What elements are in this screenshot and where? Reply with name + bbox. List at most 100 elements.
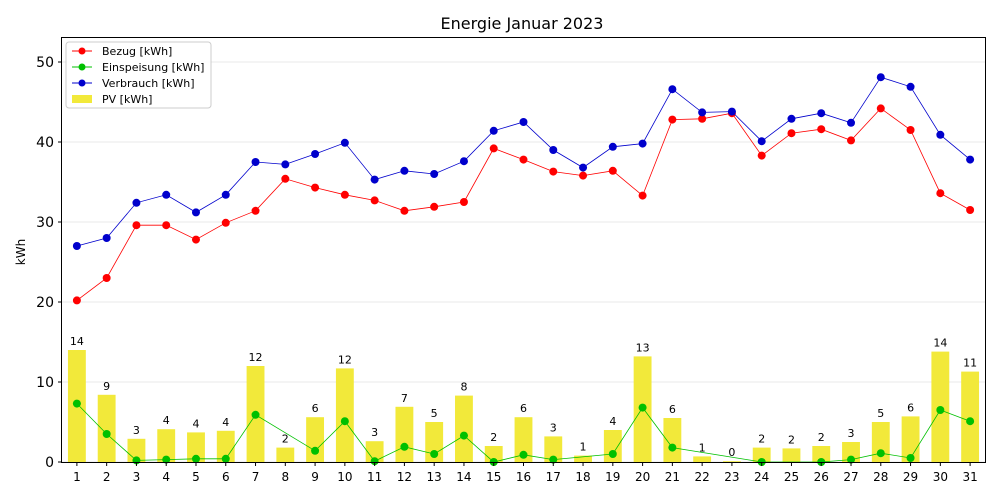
x-tick-label: 11 bbox=[367, 470, 382, 484]
pv-bar-label: 6 bbox=[520, 402, 527, 415]
data-point bbox=[638, 139, 647, 148]
data-point bbox=[519, 155, 528, 164]
data-point bbox=[162, 190, 171, 199]
data-point bbox=[936, 189, 945, 198]
legend-label: PV [kWh] bbox=[102, 93, 152, 106]
data-point bbox=[340, 417, 349, 426]
x-tick-label: 6 bbox=[222, 470, 230, 484]
chart-title: Energie Januar 2023 bbox=[441, 14, 604, 33]
data-point bbox=[340, 190, 349, 199]
data-point bbox=[966, 417, 975, 426]
pv-bar bbox=[871, 422, 890, 462]
data-point bbox=[72, 296, 81, 305]
data-point bbox=[936, 406, 945, 414]
x-tick-label: 3 bbox=[133, 470, 141, 484]
x-axis: 1 2 3 4 5 6 7 8 9 10 11 12 13 14 15 16 17 18 19 20 21 22 23 24 2… bbox=[73, 462, 978, 484]
y-tick-label: 50 bbox=[36, 55, 54, 71]
legend-frame bbox=[65, 41, 212, 109]
legend-marker bbox=[78, 79, 86, 87]
data-point bbox=[668, 85, 677, 94]
x-tick-label: 2 bbox=[103, 470, 111, 484]
data-point bbox=[966, 155, 975, 164]
legend-swatch bbox=[72, 95, 92, 103]
legend-label: Verbrauch [kWh] bbox=[102, 77, 195, 90]
x-tick-label: 10 bbox=[337, 470, 352, 484]
data-point bbox=[162, 221, 171, 230]
data-point bbox=[549, 146, 558, 154]
pv-bar bbox=[812, 446, 831, 462]
x-tick-label: 26 bbox=[814, 470, 829, 484]
pv-bar-label: 11 bbox=[963, 357, 977, 370]
pv-bar-label: 12 bbox=[249, 351, 263, 364]
pv-bar bbox=[425, 422, 444, 462]
pv-bar-label: 1 bbox=[699, 441, 706, 454]
series-line bbox=[76, 403, 971, 463]
data-point bbox=[191, 208, 200, 217]
data-point bbox=[281, 174, 290, 183]
pv-bar bbox=[514, 417, 533, 462]
data-point bbox=[102, 234, 111, 242]
x-tick-label: 28 bbox=[873, 470, 888, 484]
x-tick-label: 13 bbox=[427, 470, 442, 484]
data-point bbox=[757, 151, 766, 160]
x-tick-label: 12 bbox=[397, 470, 412, 484]
pv-bar-label: 4 bbox=[163, 414, 170, 427]
pv-bar-label: 6 bbox=[907, 401, 914, 414]
data-point bbox=[370, 175, 379, 184]
pv-bar-label: 4 bbox=[222, 416, 229, 429]
pv-bar bbox=[395, 406, 414, 462]
x-tick-label: 5 bbox=[192, 470, 200, 484]
data-point bbox=[430, 202, 439, 211]
pv-bar-label: 4 bbox=[192, 417, 199, 430]
x-tick-label: 31 bbox=[962, 470, 977, 484]
pv-bar bbox=[574, 455, 592, 462]
pv-bar bbox=[97, 394, 116, 462]
data-point bbox=[162, 455, 171, 464]
data-point bbox=[608, 166, 617, 175]
y-tick-label: 10 bbox=[36, 375, 54, 391]
y-tick-label: 40 bbox=[36, 135, 54, 151]
x-tick-label: 30 bbox=[933, 470, 948, 484]
data-point bbox=[638, 403, 647, 412]
data-point bbox=[608, 142, 617, 151]
y-tick-label: 30 bbox=[36, 215, 54, 231]
x-tick-label: 25 bbox=[784, 470, 799, 484]
pv-bar-label: 14 bbox=[933, 337, 947, 350]
pv-bar bbox=[306, 417, 325, 462]
x-tick-label: 8 bbox=[281, 470, 289, 484]
data-point bbox=[847, 136, 856, 145]
x-tick-label: 19 bbox=[605, 470, 620, 484]
data-point bbox=[787, 129, 796, 138]
pv-bar bbox=[276, 447, 295, 462]
legend-label: Einspeisung [kWh] bbox=[102, 61, 204, 74]
pv-bar-label: 5 bbox=[877, 407, 884, 420]
pv-bar-label: 13 bbox=[636, 341, 650, 354]
data-point bbox=[311, 446, 320, 455]
pv-bar bbox=[752, 447, 771, 462]
line-series bbox=[72, 73, 975, 466]
data-point bbox=[400, 442, 409, 451]
data-point bbox=[72, 242, 81, 250]
pv-bar bbox=[693, 456, 712, 462]
pv-bar-label: 3 bbox=[550, 421, 557, 434]
pv-bar bbox=[842, 442, 860, 462]
data-point bbox=[847, 118, 856, 127]
data-point bbox=[102, 274, 111, 282]
x-tick-label: 16 bbox=[516, 470, 531, 484]
data-point bbox=[549, 455, 558, 464]
data-point bbox=[459, 431, 468, 440]
data-point bbox=[936, 130, 945, 139]
x-tick-label: 22 bbox=[695, 470, 710, 484]
pv-bar bbox=[722, 461, 741, 462]
series-line bbox=[76, 107, 971, 301]
data-point bbox=[817, 125, 826, 134]
data-point bbox=[906, 126, 915, 134]
pv-bar bbox=[455, 395, 473, 462]
legend-label: Bezug [kWh] bbox=[102, 45, 172, 58]
pv-bar-label: 5 bbox=[431, 407, 438, 420]
x-tick-label: 20 bbox=[635, 470, 650, 484]
x-tick-label: 29 bbox=[903, 470, 918, 484]
pv-bar bbox=[216, 430, 235, 462]
data-point bbox=[281, 160, 290, 169]
